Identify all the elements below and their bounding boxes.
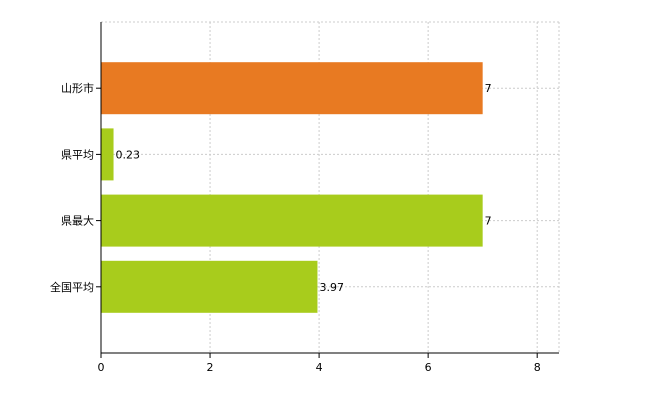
x-tick-label: 0	[98, 361, 105, 374]
x-tick-label: 8	[534, 361, 541, 374]
bar	[101, 62, 483, 115]
y-tick-label: 県最大	[61, 214, 94, 228]
value-label: 0.23	[116, 148, 140, 161]
y-tick-label: 山形市	[61, 81, 94, 95]
x-tick-label: 6	[425, 361, 432, 374]
bar	[101, 260, 318, 313]
bar	[101, 194, 483, 247]
bar	[101, 128, 114, 181]
value-label: 7	[485, 82, 492, 95]
x-tick-label: 4	[316, 361, 323, 374]
value-label: 3.97	[319, 281, 344, 294]
y-tick-label: 県平均	[61, 148, 94, 161]
value-label: 7	[485, 215, 492, 228]
x-tick-label: 2	[207, 361, 214, 374]
y-tick-label: 全国平均	[50, 280, 94, 294]
